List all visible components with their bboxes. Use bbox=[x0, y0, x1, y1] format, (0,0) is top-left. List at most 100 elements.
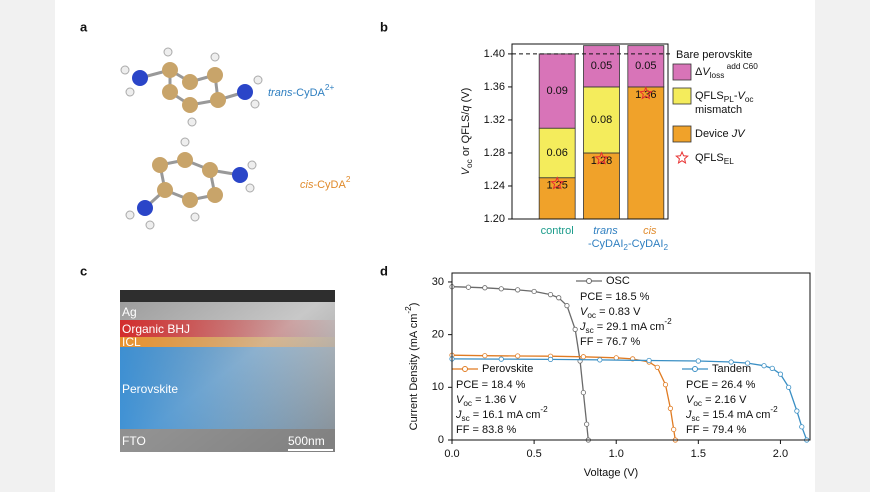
y-tick-label: 1.36 bbox=[484, 81, 505, 93]
text-part: V bbox=[738, 90, 747, 102]
text-part: -CyDAI bbox=[628, 238, 663, 250]
data-point bbox=[654, 364, 660, 370]
data-point bbox=[584, 421, 590, 427]
legend-swatch bbox=[672, 125, 692, 143]
data-point bbox=[786, 384, 792, 390]
text-part: ) bbox=[408, 303, 420, 307]
text-part: -CyDA bbox=[292, 87, 325, 99]
text-part: - bbox=[734, 90, 738, 102]
value-label: 0.05 bbox=[635, 60, 656, 72]
reference-label: Bare perovskite bbox=[676, 49, 752, 61]
bar-segment bbox=[583, 45, 620, 88]
panel-label: c bbox=[80, 263, 87, 278]
data-point bbox=[498, 286, 504, 292]
stat-line: PCE = 18.4 % bbox=[456, 379, 526, 391]
stat-line: PCE = 18.5 % bbox=[580, 291, 650, 303]
value-label: 1.25 bbox=[546, 180, 567, 192]
data-point bbox=[572, 326, 578, 332]
text-part: = 1.36 V bbox=[472, 394, 517, 406]
legend-marker bbox=[462, 366, 468, 372]
text-part: q bbox=[460, 105, 472, 112]
x-tick-label: 1.5 bbox=[691, 448, 706, 460]
data-point bbox=[515, 287, 521, 293]
text-part: oc bbox=[463, 399, 472, 408]
text-part: QFLS bbox=[695, 90, 724, 102]
data-point bbox=[777, 371, 784, 377]
data-point bbox=[547, 356, 554, 362]
text-part: 2 bbox=[623, 243, 628, 252]
text-part: FF = 79.4 % bbox=[686, 424, 746, 436]
text-part: oc bbox=[465, 159, 474, 168]
text-part: J bbox=[579, 321, 586, 333]
bar-segment bbox=[627, 86, 665, 220]
bar-segment bbox=[538, 127, 576, 179]
scale-bar-label: 500nm bbox=[288, 434, 325, 448]
text-part: (V) bbox=[460, 88, 472, 106]
text-part: V bbox=[702, 66, 711, 78]
value-label: 0.08 bbox=[591, 114, 612, 126]
sem-label: Ag bbox=[122, 305, 137, 319]
text-part: sc bbox=[692, 414, 700, 423]
y-tick-label: 1.28 bbox=[484, 147, 505, 159]
text-part: Current Density (mA cm bbox=[408, 314, 420, 431]
text-part: V bbox=[460, 166, 472, 175]
text-part: trans bbox=[268, 87, 293, 99]
plot-frame bbox=[451, 272, 811, 441]
stat-line: Jsc = 29.1 mA cm-2 bbox=[579, 317, 672, 335]
text-part: or QFLS/ bbox=[460, 111, 472, 160]
star-marker bbox=[594, 151, 609, 165]
value-label: 0.05 bbox=[591, 60, 612, 72]
text-part: -CyDA bbox=[313, 179, 346, 191]
text-part: JV bbox=[731, 128, 747, 140]
molecule-label: trans-CyDA2+ bbox=[268, 83, 334, 99]
stat-line: FF = 79.4 % bbox=[686, 424, 746, 436]
value-label: 1.36 bbox=[635, 89, 656, 101]
x-tick-label: 1.0 bbox=[609, 448, 624, 460]
text-part: V bbox=[686, 394, 695, 406]
data-point bbox=[744, 360, 751, 366]
legend-swatch bbox=[672, 63, 692, 81]
x-tick-label: 2.0 bbox=[773, 448, 788, 460]
text-part: add C60 bbox=[724, 62, 758, 71]
data-point bbox=[597, 357, 603, 363]
text-part: -2 bbox=[664, 317, 672, 326]
y-tick-label: 30 bbox=[432, 276, 444, 288]
data-point bbox=[761, 363, 767, 369]
legend-marker bbox=[586, 278, 592, 284]
star-marker bbox=[550, 176, 565, 190]
text-part: J bbox=[455, 409, 462, 421]
data-point bbox=[564, 303, 570, 309]
bar-segment bbox=[627, 45, 665, 88]
data-point bbox=[799, 424, 805, 430]
legend-label: Perovskite bbox=[482, 363, 533, 375]
data-point bbox=[547, 291, 554, 298]
text-part: sc bbox=[462, 414, 470, 423]
star-marker bbox=[638, 86, 653, 100]
category-label: cis bbox=[643, 225, 657, 237]
stat-line: FF = 83.8 % bbox=[456, 424, 516, 436]
stat-line: Voc = 2.16 V bbox=[686, 394, 747, 408]
data-point bbox=[769, 365, 775, 371]
category-suffix: -CyDAI2-CyDAI2 bbox=[588, 238, 669, 252]
data-point bbox=[794, 408, 800, 414]
text-part: oc bbox=[745, 95, 754, 104]
y-tick-label: 0 bbox=[438, 434, 444, 446]
y-tick-label: 1.32 bbox=[484, 114, 505, 126]
data-point bbox=[662, 382, 669, 388]
data-point bbox=[728, 359, 734, 365]
text-part: loss bbox=[710, 71, 725, 80]
text-part: sc bbox=[586, 326, 594, 335]
text-part: 2 bbox=[346, 175, 351, 184]
data-point bbox=[667, 405, 674, 411]
data-point bbox=[482, 285, 488, 291]
y-tick-label: 1.20 bbox=[484, 213, 505, 225]
sem-label: FTO bbox=[122, 434, 146, 448]
data-point bbox=[531, 288, 537, 295]
data-point bbox=[695, 358, 701, 364]
molecule-cis bbox=[125, 137, 257, 230]
bar-segment bbox=[583, 86, 620, 154]
text-part: Δ bbox=[695, 66, 703, 78]
legend-swatch bbox=[672, 87, 692, 105]
y-tick-label: 20 bbox=[432, 329, 444, 341]
